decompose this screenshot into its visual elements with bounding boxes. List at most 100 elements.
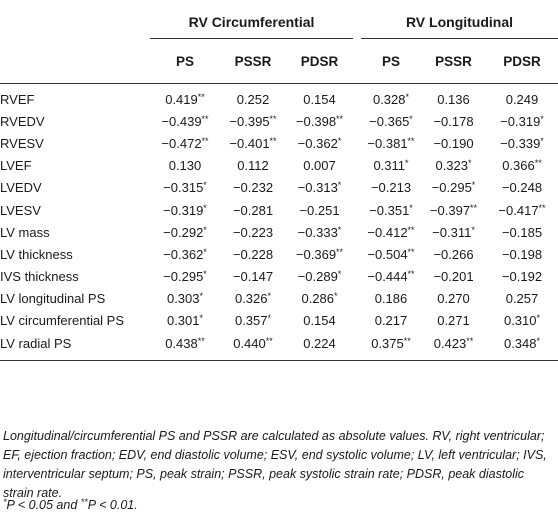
significance-marker: ** [407,269,415,280]
table-cell: 0.186 [361,288,421,310]
cell-value: 0.366 [502,158,535,174]
significance-note: *P < 0.05 and **P < 0.01. [3,498,138,513]
significance-marker: ** [269,113,277,124]
significance-marker: * [203,180,207,191]
cell-value: −0.381 [367,135,408,151]
significance-marker: * [337,180,342,191]
cell-value: 0.301 [166,313,200,329]
table-cell: 0.366** [486,155,558,177]
cell-value: 0.438 [165,335,198,351]
cell-value: 0.257 [505,291,539,307]
significance-marker: ** [336,113,344,124]
table-cell: 0.326* [220,288,286,310]
cell-value: 0.252 [236,91,270,107]
table-cell: −0.365* [361,110,421,132]
cell-value: 0.326 [234,291,268,307]
cell-value: 0.270 [437,291,470,307]
cell-value: −0.248 [501,180,543,196]
column-separator [353,266,361,288]
column-separator [353,199,361,221]
group-header-rv-circumferential: RV Circumferential [150,4,353,39]
cell-value: −0.369 [295,246,337,262]
table-cell: −0.397** [421,199,486,221]
cell-value: 0.375 [371,335,404,351]
group-separator [353,4,361,39]
significance-marker: ** [336,246,344,257]
row-label: RVEF [0,91,35,107]
cell-value: −0.147 [232,269,274,285]
table-cell: 0.301* [150,310,220,332]
significance-marker: * [409,202,413,213]
table-cell: −0.417** [486,199,558,221]
table-cell: −0.232 [220,177,286,199]
cell-value: −0.504 [367,246,408,262]
column-header: PDSR [486,38,558,84]
significance-marker: ** [269,135,277,146]
table-cell: −0.251 [286,199,353,221]
table-cell: 0.440** [220,332,286,362]
table-cell: −0.266 [421,243,486,265]
cell-value: 0.328 [372,91,406,107]
table-cell: 0.310* [486,310,558,332]
table-row: LVESV −0.319* −0.281 −0.251 −0.351* −0.397** −… [0,199,558,221]
table-figure: RV Circumferential RV Longitudinal PS PS… [0,4,558,512]
significance-marker: ** [197,335,205,346]
table-cell: 0.286* [286,288,353,310]
row-label: LVEDV [0,180,42,196]
table-cell: −0.281 [220,199,286,221]
table-cell: 0.423** [421,332,486,362]
cell-value: −0.311 [432,224,472,240]
cell-value: 0.136 [437,91,470,107]
table-cell: −0.223 [220,221,286,243]
table-cell: −0.398** [286,110,353,132]
table-row: LV longitudinal PS 0.303* 0.326* 0.286* 0.18… [0,288,558,310]
column-header: PSSR [421,38,486,84]
row-label: LV circumferential PS [0,313,125,329]
cell-value: −0.472 [161,135,202,151]
significance-marker: * [203,269,207,280]
significance-marker: * [199,313,204,324]
table-cell: 0.375** [361,332,421,362]
table-cell: 0.311* [361,155,421,177]
table-cell: −0.319* [150,199,220,221]
table-cell: −0.395** [220,110,286,132]
significance-marker: * [267,291,272,302]
table-row: RVEDV −0.439** −0.395** −0.398** −0.365* −0.1… [0,110,558,132]
significance-marker: ** [403,335,411,346]
cell-value: 0.249 [505,91,539,107]
row-label: LV thickness [0,246,73,262]
table-body: RVEF 0.419** 0.252 0.154 0.328* 0.136 0.249 RVE… [0,84,558,362]
table-cell: 0.303* [150,288,220,310]
group-header-rv-longitudinal: RV Longitudinal [361,4,558,39]
cell-value: −0.281 [232,202,274,218]
cell-value: −0.201 [433,269,474,285]
column-separator [353,155,361,177]
column-separator [353,110,361,132]
column-separator [353,221,361,243]
table-footnote: Longitudinal/circumferential PS and PSSR… [3,429,547,500]
table-cell: −0.213 [361,177,421,199]
table-row: LV radial PS 0.438** 0.440** 0.224 0.375** 0.… [0,332,558,362]
cell-value: 0.311 [373,158,406,174]
cell-value: −0.228 [232,246,274,262]
cell-value: −0.190 [433,135,474,151]
significance-marker: * [203,202,207,213]
cell-value: −0.319 [500,113,541,129]
significance-marker: * [337,135,342,146]
significance-marker: * [337,224,342,235]
column-separator [353,332,361,362]
table-cell: −0.351* [361,199,421,221]
column-separator [353,132,361,154]
cell-value: −0.185 [501,224,543,240]
correlation-table: RV Circumferential RV Longitudinal PS PS… [0,4,558,362]
significance-marker: * [409,113,413,124]
significance-marker: ** [201,135,209,146]
significance-marker: ** [407,246,415,257]
cell-value: −0.412 [367,224,408,240]
table-cell: −0.190 [421,132,486,154]
cell-value: −0.398 [295,113,337,129]
row-label: RVEDV [0,113,45,129]
table-cell: 0.154 [286,84,353,111]
cell-value: −0.292 [163,224,204,240]
table-cell: 0.252 [220,84,286,111]
